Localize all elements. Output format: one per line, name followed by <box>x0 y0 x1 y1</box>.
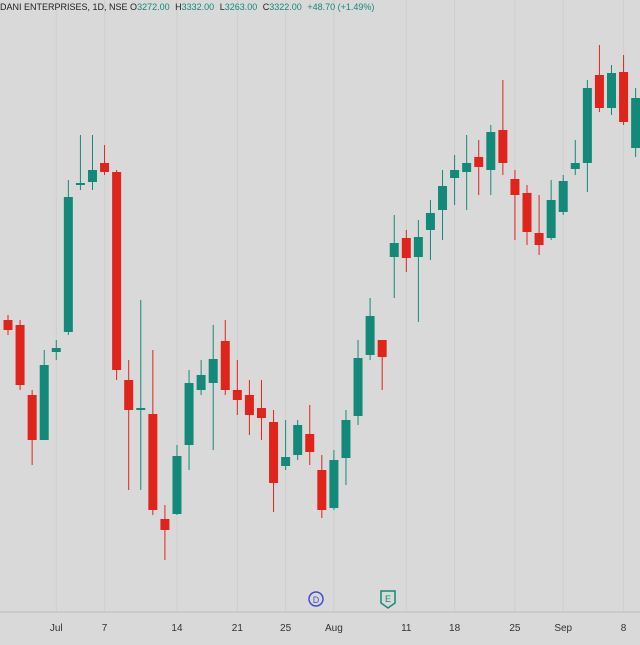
candle-body <box>88 170 97 182</box>
candle-body <box>390 243 399 257</box>
x-tick-label: 25 <box>280 623 292 634</box>
candle-body <box>269 422 278 483</box>
event-earnings[interactable]: E <box>381 591 395 608</box>
ohlc-value: 3332.00 <box>182 2 215 12</box>
ohlc-value: 3272.00 <box>137 2 170 12</box>
candle-body <box>124 380 133 410</box>
x-tick-label: Jul <box>50 623 63 634</box>
candle-body <box>462 163 471 172</box>
event-label[interactable]: D <box>313 595 320 605</box>
candle-body <box>631 98 640 148</box>
x-tick-label: 25 <box>509 623 521 634</box>
candle-body <box>4 320 13 330</box>
candle-body <box>293 425 302 455</box>
candle-body <box>402 238 411 258</box>
x-tick-label: 11 <box>401 623 412 634</box>
x-tick-label: Aug <box>325 623 343 634</box>
candle-body <box>498 130 507 163</box>
candle-body <box>378 340 387 357</box>
candle-body <box>341 420 350 458</box>
candle-body <box>100 163 109 172</box>
x-tick-label: 18 <box>449 623 461 634</box>
candle-body <box>40 365 49 440</box>
candle-body <box>510 179 519 195</box>
candle-body <box>317 470 326 510</box>
change: +48.70 (+1.49%) <box>307 2 374 12</box>
candle-body <box>28 395 37 440</box>
candle-body <box>547 200 556 238</box>
candle-body <box>185 383 194 445</box>
candle-body <box>305 434 314 452</box>
candle-body <box>426 213 435 230</box>
candle-body <box>535 233 544 245</box>
candle-body <box>233 390 242 400</box>
candle-body <box>221 341 230 390</box>
x-tick-label: 14 <box>171 623 183 634</box>
candle-body <box>112 172 121 370</box>
symbol-header: DANI ENTERPRISES, 1D, NSE O3272.00 H3332… <box>0 2 377 12</box>
x-tick-label: Sep <box>554 623 572 634</box>
event-label[interactable]: E <box>385 594 391 604</box>
candles <box>4 45 640 560</box>
candle-body <box>136 408 145 410</box>
candle-body <box>197 375 206 390</box>
candle-body <box>329 460 338 508</box>
candle-body <box>160 519 169 530</box>
candle-body <box>172 456 181 514</box>
candle-body <box>148 414 157 510</box>
candle-body <box>16 325 25 385</box>
symbol: DANI ENTERPRISES, 1D, NSE <box>0 2 128 12</box>
candle-body <box>486 132 495 170</box>
candle-body <box>571 163 580 169</box>
ohlc-value: 3263.00 <box>225 2 258 12</box>
candle-body <box>474 157 483 167</box>
x-tick-label: 8 <box>621 623 627 634</box>
x-tick-label: 21 <box>232 623 244 634</box>
candle-body <box>619 72 628 122</box>
ohlc-key: O <box>130 2 137 12</box>
candle-body <box>595 75 604 108</box>
candle-body <box>583 88 592 163</box>
ohlc-key: H <box>175 2 182 12</box>
x-tick-label: 7 <box>102 623 108 634</box>
candle-body <box>366 316 375 355</box>
candle-body <box>607 73 616 108</box>
candle-body <box>414 237 423 257</box>
event-dividend[interactable]: D <box>309 592 323 606</box>
candle-body <box>523 193 532 232</box>
candle-body <box>257 408 266 418</box>
ohlc-value: 3322.00 <box>269 2 302 12</box>
candle-body <box>76 183 85 185</box>
candle-body <box>64 197 73 332</box>
candle-body <box>281 457 290 466</box>
candle-body <box>354 358 363 416</box>
candle-body <box>559 181 568 212</box>
candle-body <box>438 186 447 210</box>
candle-body <box>52 348 61 352</box>
ohlc-key: L <box>220 2 225 12</box>
candle-body <box>245 395 254 415</box>
candle-body <box>209 359 218 383</box>
candle-body <box>450 170 459 178</box>
